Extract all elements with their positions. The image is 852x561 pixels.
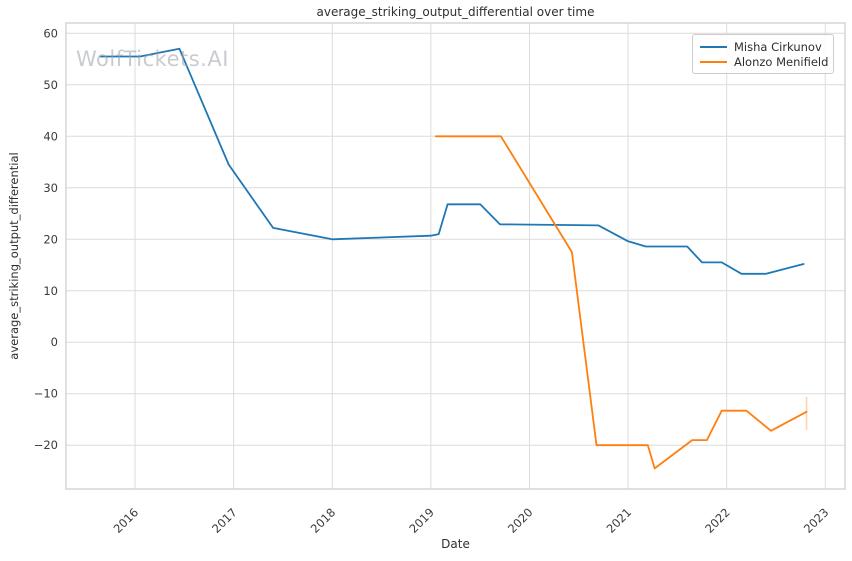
legend: Misha Cirkunov Alonzo Menifield <box>692 34 834 74</box>
y-tick-label: 30 <box>43 181 58 195</box>
y-tick-label: 40 <box>43 129 58 143</box>
x-tick-label: 2017 <box>209 505 240 536</box>
legend-item: Misha Cirkunov <box>700 39 825 54</box>
legend-line-swatch-misha <box>700 45 727 48</box>
x-tick-label: 2018 <box>308 505 339 536</box>
y-tick-label: 0 <box>51 335 58 349</box>
y-tick-label: 20 <box>43 232 58 246</box>
x-tick-label: 2023 <box>801 505 832 536</box>
plot-border <box>65 22 846 490</box>
x-tick-label: 2021 <box>604 505 635 536</box>
series-line-misha-cirkunov <box>99 47 805 275</box>
x-tick-label: 2020 <box>505 505 536 536</box>
x-tick-label: 2022 <box>702 505 733 536</box>
y-tick-label: 50 <box>43 78 58 92</box>
legend-item-label: Misha Cirkunov <box>734 39 822 54</box>
x-tick-label: 2016 <box>111 505 142 536</box>
legend-line-swatch-alonzo <box>700 60 727 63</box>
y-tick-label: 10 <box>43 284 58 298</box>
legend-item: Alonzo Menifield <box>700 54 829 69</box>
chart-title: average_striking_output_differential ove… <box>316 5 595 19</box>
series-line-alonzo-menifield <box>434 135 808 470</box>
watermark: WolfTickets.AI <box>76 47 229 71</box>
legend-item-label: Alonzo Menifield <box>734 54 829 69</box>
y-tick-label: 60 <box>43 26 58 40</box>
y-tick-label: −20 <box>34 438 58 452</box>
x-tick-label: 2019 <box>406 505 437 536</box>
y-tick-label: −10 <box>34 387 58 401</box>
x-axis-label: Date <box>441 537 470 551</box>
y-axis-label: average_striking_output_differential <box>7 152 21 360</box>
